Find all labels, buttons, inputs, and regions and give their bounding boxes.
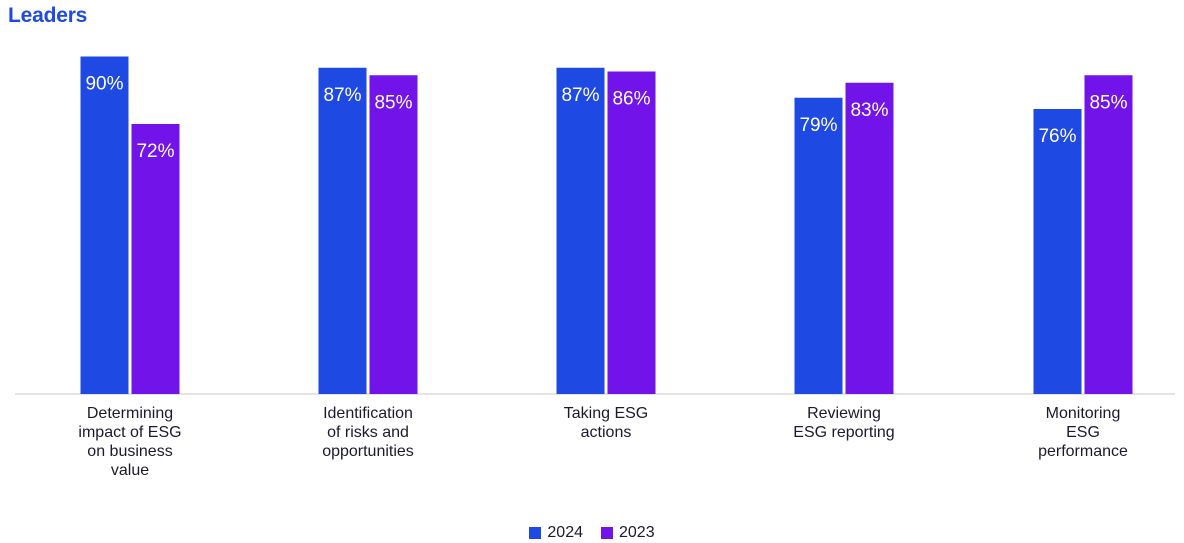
category-label-5: performance (1038, 443, 1128, 460)
category-label-1: Determining (87, 405, 173, 422)
bar-2023-5 (1084, 75, 1133, 394)
bar-label-2023-2: 85% (374, 92, 412, 113)
bar-label-2023-4: 83% (850, 100, 888, 121)
bar-2023-1 (131, 124, 180, 394)
bar-label-2024-4: 79% (799, 115, 837, 136)
legend-item-2023: 2023 (601, 524, 655, 542)
category-label-1: value (111, 462, 149, 479)
legend-item-2024: 2024 (529, 524, 583, 542)
bar-chart: 90% 72% Determining impact of ESG on busines… (15, 56, 1175, 479)
bar-label-2023-1: 72% (136, 141, 174, 162)
bar-2023-4 (845, 82, 894, 394)
legend: 2024 2023 (0, 524, 1184, 542)
category-label-2: opportunities (322, 443, 414, 460)
category-label-3: Taking ESG (564, 405, 648, 422)
category-label-5: ESG (1066, 424, 1100, 441)
chart-title: Leaders (8, 4, 88, 27)
bar-2024-4 (794, 97, 843, 394)
bar-label-2024-1: 90% (85, 74, 123, 95)
category-label-2: Identification (323, 405, 413, 422)
bar-2024-5 (1033, 109, 1082, 394)
bar-label-2024-3: 87% (561, 85, 599, 106)
bar-2023-2 (369, 75, 418, 394)
legend-label-2024: 2024 (547, 524, 583, 541)
category-label-3: actions (581, 424, 632, 441)
bar-label-2023-5: 85% (1089, 92, 1127, 113)
category-label-5: Monitoring (1046, 405, 1121, 422)
legend-label-2023: 2023 (619, 524, 655, 541)
bar-2024-3 (556, 67, 605, 394)
category-label-1: on business (87, 443, 172, 460)
bar-label-2023-3: 86% (612, 89, 650, 110)
bar-label-2024-5: 76% (1038, 126, 1076, 147)
category-label-1: impact of ESG (78, 424, 181, 441)
bar-2024-2 (318, 67, 367, 394)
category-label-2: of risks and (327, 424, 409, 441)
category-label-4: ESG reporting (793, 424, 894, 441)
bar-2024-1 (80, 56, 129, 394)
legend-swatch-2023 (601, 527, 613, 539)
bar-2023-3 (607, 71, 656, 394)
category-label-4: Reviewing (807, 405, 881, 422)
bar-label-2024-2: 87% (323, 85, 361, 106)
legend-swatch-2024 (529, 527, 542, 539)
